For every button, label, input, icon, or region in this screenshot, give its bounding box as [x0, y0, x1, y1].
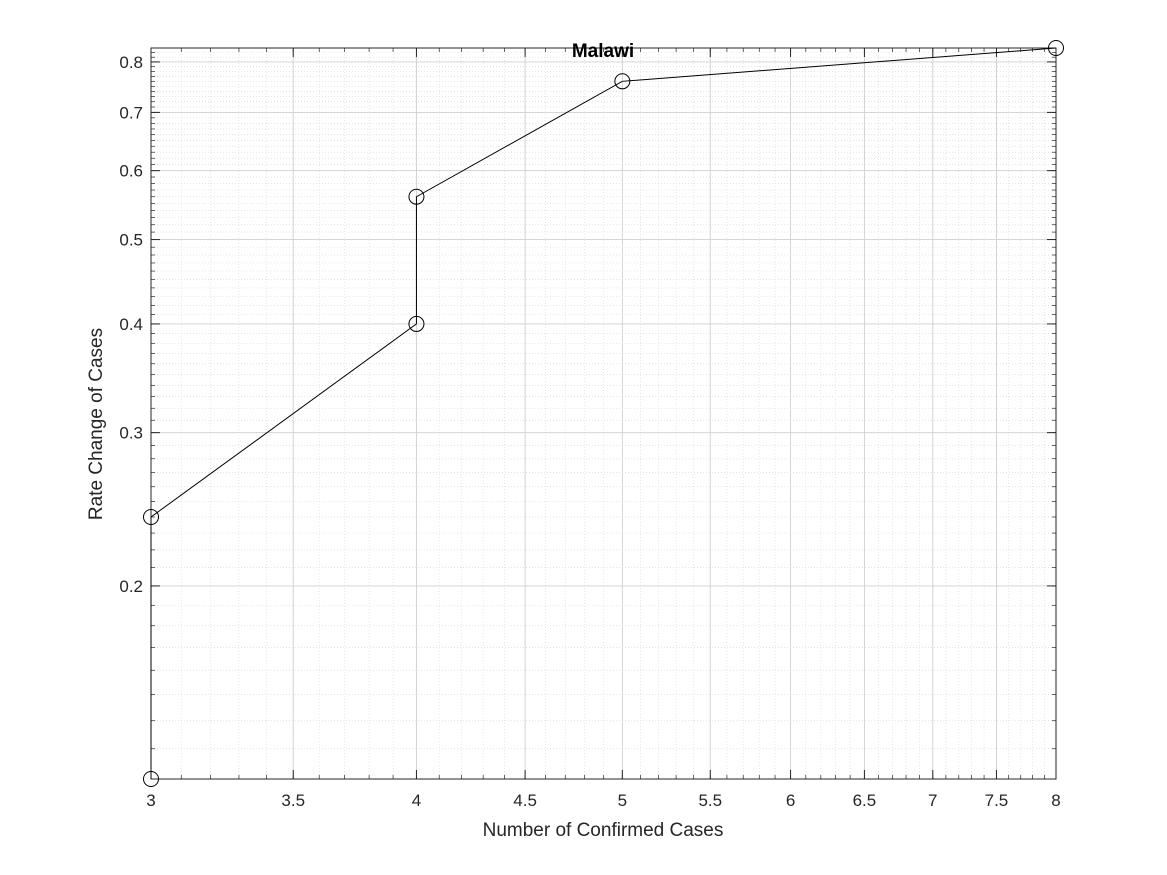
- series-line: [150, 47, 1057, 779]
- x-tick-label: 6.5: [853, 791, 877, 810]
- ticks: [150, 47, 1057, 780]
- data-point-marker: [1048, 40, 1064, 56]
- x-tick-label: 3: [146, 791, 155, 810]
- x-tick-label: 5: [618, 791, 627, 810]
- data-point-marker: [408, 188, 425, 205]
- y-tick-label: 0.2: [119, 577, 143, 596]
- y-tick-label: 0.5: [119, 231, 143, 250]
- y-tick-label: 0.8: [119, 53, 143, 72]
- data-point-marker: [143, 509, 159, 526]
- x-tick-label: 4: [412, 791, 421, 810]
- x-tick-label: 7.5: [985, 791, 1009, 810]
- x-tick-label: 4.5: [513, 791, 537, 810]
- y-axis-label: Rate Change of Cases: [86, 328, 107, 520]
- tick-labels: 3 3.5 4 4.5 5 5.5 6 6.5 7 7.5 8 0.2 0.3 0.4 0.5 0.6 0.7 0…: [119, 53, 1060, 810]
- x-tick-label: 5.5: [698, 791, 722, 810]
- x-axis-label: Number of Confirmed Cases: [483, 820, 724, 841]
- x-tick-label: 3.5: [281, 791, 305, 810]
- x-tick-label: 7: [928, 791, 937, 810]
- y-tick-label: 0.6: [119, 162, 143, 181]
- y-tick-label: 0.4: [119, 315, 143, 334]
- data-point-marker: [408, 315, 425, 332]
- y-tick-label: 0.3: [119, 424, 143, 443]
- y-tick-label: 0.7: [119, 103, 143, 122]
- grid: [150, 47, 1057, 780]
- x-tick-label: 8: [1051, 791, 1060, 810]
- x-tick-label: 6: [786, 791, 795, 810]
- chart-title: Malawi: [572, 41, 634, 62]
- series-malawi: [143, 40, 1064, 787]
- data-point-marker: [614, 73, 631, 90]
- data-point-marker: [143, 771, 159, 787]
